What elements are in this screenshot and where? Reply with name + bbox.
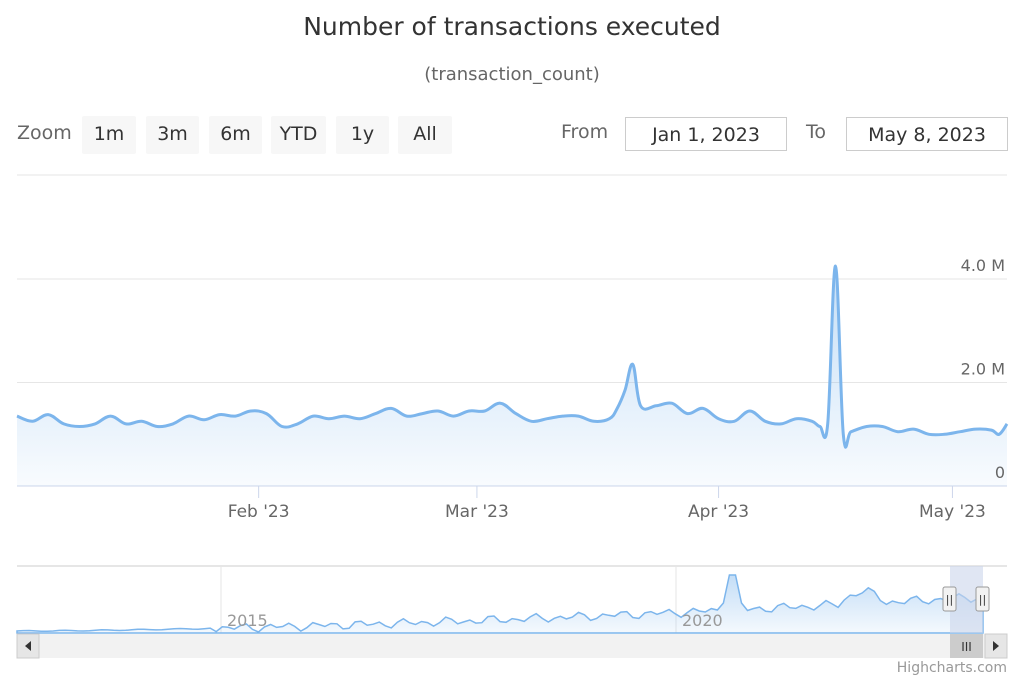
to-date-input[interactable]: May 8, 2023: [846, 117, 1008, 151]
navigator-label-2020: 2020: [682, 611, 723, 630]
from-label: From: [561, 121, 609, 143]
zoom-all-button[interactable]: All: [398, 116, 452, 154]
series-line: [16, 264, 1009, 449]
navigator-handle-right[interactable]: ||: [975, 586, 990, 612]
y-tick-label: 4.0 M: [961, 256, 1005, 275]
zoom-1m-button[interactable]: 1m: [82, 116, 136, 154]
chart-title: Number of transactions executed: [303, 12, 721, 41]
handle-grip-left: ||: [946, 593, 953, 606]
y-tick-label: 0: [995, 463, 1005, 482]
x-tick-label: Feb '23: [228, 502, 290, 522]
navigator[interactable]: 2015 2020 || ||: [16, 565, 1007, 634]
x-tick-label: Mar '23: [445, 502, 509, 522]
scrollbar[interactable]: III: [16, 633, 1008, 659]
arrow-right-icon: [993, 641, 999, 651]
navigator-series: [16, 574, 984, 634]
zoom-3m-button[interactable]: 3m: [146, 116, 199, 154]
zoom-1y-button[interactable]: 1y: [336, 116, 389, 154]
series-area: [16, 264, 1009, 486]
x-axis: Feb '23 Mar '23 Apr '23 May '23: [228, 486, 986, 522]
navigator-label-2015: 2015: [227, 611, 268, 630]
navigator-handle-left[interactable]: ||: [942, 586, 957, 612]
x-tick-label: Apr '23: [688, 502, 749, 522]
y-tick-label: 2.0 M: [961, 360, 1005, 379]
scrollbar-thumb[interactable]: [950, 634, 983, 658]
chart-subtitle: (transaction_count): [424, 64, 600, 85]
y-axis-labels: 0 2.0 M 4.0 M: [961, 256, 1005, 482]
scrollbar-grip: III: [961, 640, 972, 654]
x-tick-label: May '23: [919, 502, 986, 522]
from-date-input[interactable]: Jan 1, 2023: [625, 117, 787, 151]
to-label: To: [806, 121, 827, 143]
handle-grip-right: ||: [979, 593, 986, 606]
zoom-label: Zoom: [17, 122, 72, 144]
scrollbar-track[interactable]: [17, 634, 1007, 658]
series-fill: [17, 266, 1007, 486]
arrow-left-icon: [25, 641, 31, 651]
zoom-6m-button[interactable]: 6m: [209, 116, 262, 154]
zoom-ytd-button[interactable]: YTD: [271, 116, 326, 154]
highcharts-credits[interactable]: Highcharts.com: [896, 660, 1007, 676]
